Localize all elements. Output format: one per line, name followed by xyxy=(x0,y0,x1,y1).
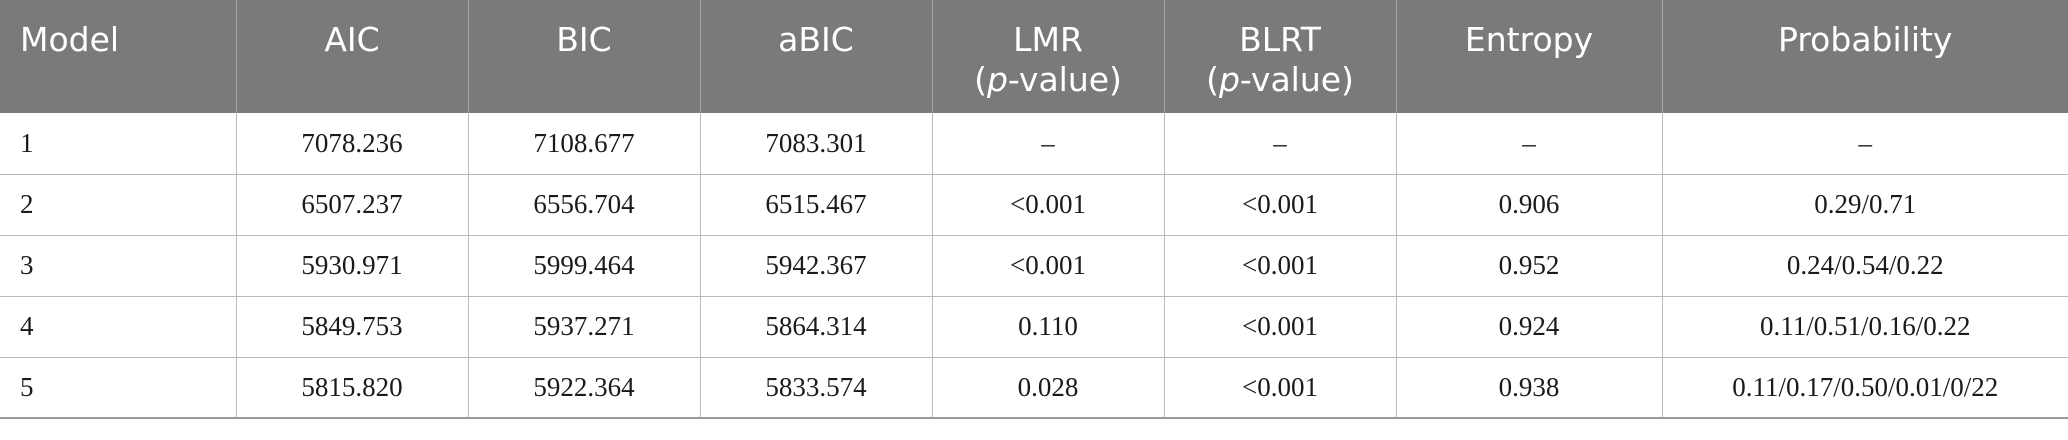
table-row: 1 7078.236 7108.677 7083.301 – – – – xyxy=(0,113,2068,175)
table-row: 3 5930.971 5999.464 5942.367 <0.001 <0.0… xyxy=(0,235,2068,297)
cell-bic: 5999.464 xyxy=(467,235,700,297)
header-blrt-value-text: -value) xyxy=(1239,60,1354,99)
cell-abic: 5942.367 xyxy=(699,235,932,297)
cell-model: 1 xyxy=(0,113,236,175)
cell-model: 5 xyxy=(0,357,236,419)
header-blrt: BLRT (p-value) xyxy=(1163,0,1396,113)
cell-abic: 6515.467 xyxy=(699,174,932,236)
cell-abic: 5864.314 xyxy=(699,296,932,358)
header-lmr-pvalue: (p-value) xyxy=(974,60,1122,99)
cell-model: 3 xyxy=(0,235,236,297)
header-lmr-value-text: -value) xyxy=(1007,60,1122,99)
header-blrt-label: BLRT xyxy=(1239,20,1321,59)
cell-lmr: – xyxy=(931,113,1164,175)
header-lmr-label: LMR xyxy=(1013,20,1083,59)
cell-entropy: 0.924 xyxy=(1395,296,1662,358)
cell-lmr: 0.110 xyxy=(931,296,1164,358)
cell-lmr: <0.001 xyxy=(931,235,1164,297)
cell-aic: 5815.820 xyxy=(235,357,468,419)
cell-entropy: 0.938 xyxy=(1395,357,1662,419)
table-row: 2 6507.237 6556.704 6515.467 <0.001 <0.0… xyxy=(0,174,2068,236)
cell-bic: 5937.271 xyxy=(467,296,700,358)
cell-entropy: – xyxy=(1395,113,1662,175)
cell-probability: 0.24/0.54/0.22 xyxy=(1661,235,2068,297)
cell-bic: 7108.677 xyxy=(467,113,700,175)
header-lmr: LMR (p-value) xyxy=(931,0,1164,113)
cell-blrt: <0.001 xyxy=(1163,296,1396,358)
cell-bic: 6556.704 xyxy=(467,174,700,236)
cell-abic: 7083.301 xyxy=(699,113,932,175)
header-lmr-p: p xyxy=(986,60,1008,99)
header-row: Model AIC BIC aBIC LMR (p-value) BLRT (p… xyxy=(0,0,2068,113)
header-blrt-pvalue: (p-value) xyxy=(1206,60,1354,99)
header-bic: BIC xyxy=(467,0,700,113)
header-lmr-paren: ( xyxy=(974,60,987,99)
cell-blrt: <0.001 xyxy=(1163,357,1396,419)
cell-model: 2 xyxy=(0,174,236,236)
cell-bic: 5922.364 xyxy=(467,357,700,419)
model-fit-table-container: Model AIC BIC aBIC LMR (p-value) BLRT (p… xyxy=(0,0,2068,419)
cell-aic: 7078.236 xyxy=(235,113,468,175)
header-probability: Probability xyxy=(1661,0,2068,113)
header-blrt-p: p xyxy=(1218,60,1240,99)
cell-abic: 5833.574 xyxy=(699,357,932,419)
header-aic: AIC xyxy=(235,0,468,113)
model-fit-table: Model AIC BIC aBIC LMR (p-value) BLRT (p… xyxy=(0,0,2068,419)
cell-lmr: <0.001 xyxy=(931,174,1164,236)
header-entropy: Entropy xyxy=(1395,0,1662,113)
header-blrt-paren: ( xyxy=(1206,60,1219,99)
cell-aic: 5930.971 xyxy=(235,235,468,297)
cell-blrt: <0.001 xyxy=(1163,174,1396,236)
cell-blrt: <0.001 xyxy=(1163,235,1396,297)
cell-entropy: 0.952 xyxy=(1395,235,1662,297)
cell-entropy: 0.906 xyxy=(1395,174,1662,236)
header-model: Model xyxy=(0,0,236,113)
cell-probability: 0.11/0.51/0.16/0.22 xyxy=(1661,296,2068,358)
cell-aic: 6507.237 xyxy=(235,174,468,236)
cell-aic: 5849.753 xyxy=(235,296,468,358)
cell-blrt: – xyxy=(1163,113,1396,175)
cell-probability: – xyxy=(1661,113,2068,175)
cell-probability: 0.11/0.17/0.50/0.01/0/22 xyxy=(1661,357,2068,419)
cell-probability: 0.29/0.71 xyxy=(1661,174,2068,236)
cell-lmr: 0.028 xyxy=(931,357,1164,419)
table-row: 4 5849.753 5937.271 5864.314 0.110 <0.00… xyxy=(0,296,2068,358)
table-body: 1 7078.236 7108.677 7083.301 – – – – 2 6… xyxy=(0,113,2068,419)
cell-model: 4 xyxy=(0,296,236,358)
table-row: 5 5815.820 5922.364 5833.574 0.028 <0.00… xyxy=(0,357,2068,419)
table-header: Model AIC BIC aBIC LMR (p-value) BLRT (p… xyxy=(0,0,2068,113)
header-abic: aBIC xyxy=(699,0,932,113)
